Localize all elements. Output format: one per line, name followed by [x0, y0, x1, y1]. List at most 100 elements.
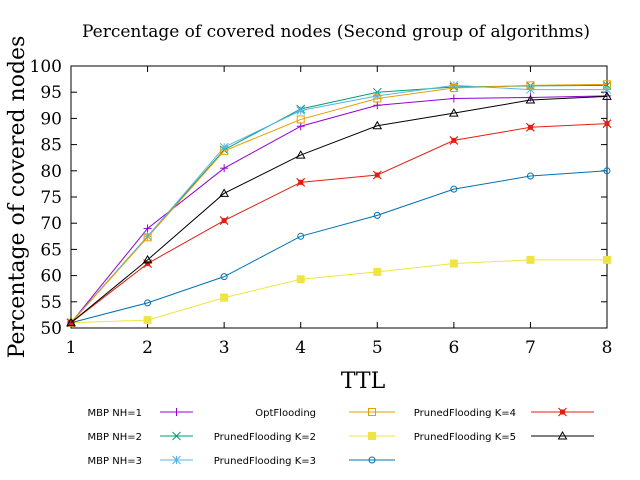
- legend-entry-7-marker: [558, 407, 567, 417]
- series-5-point-3: [220, 293, 229, 302]
- series-4-point-8: [603, 80, 611, 89]
- x-tick-label-6: 6: [448, 338, 459, 358]
- legend-entry-8-marker: [557, 430, 568, 440]
- series-7-point-8: [602, 119, 612, 129]
- series-4-point-4-shape: [296, 115, 305, 124]
- x-tick-label-8: 8: [602, 338, 613, 358]
- legend-entry-4-marker-shape: [368, 408, 376, 416]
- y-tick-label-70: 70: [40, 214, 62, 234]
- series-8-point-8-shape: [602, 91, 612, 100]
- series-5-point-2-shape: [143, 316, 152, 325]
- series-6-point-5: [373, 211, 381, 219]
- series-6-point-6: [450, 185, 458, 193]
- series-5-point-8: [603, 255, 611, 264]
- legend-entry-6-label: PrunedFlooding K=3: [214, 456, 316, 467]
- series-8-point-1-shape: [66, 317, 76, 327]
- series-7-point-7: [526, 122, 535, 132]
- series-8-point-4: [295, 150, 306, 159]
- y-tick-label-65: 65: [40, 240, 62, 260]
- series-8-point-6-shape: [448, 108, 459, 117]
- legend-entry-4-label: OptFlooding: [255, 408, 316, 419]
- legend-entry-3-marker-d2: [172, 455, 181, 465]
- plot-frame: [70, 65, 608, 329]
- legend-entry-3-label: MBP NH=3: [88, 456, 142, 467]
- series-3-point-4: [296, 106, 306, 115]
- series-8-point-5-shape: [372, 120, 383, 130]
- series-4-line: [70, 83, 608, 324]
- series-7-point-3-d2: [219, 216, 229, 226]
- series-8-point-7-shape: [525, 95, 536, 104]
- series-8-point-3: [219, 188, 230, 197]
- legend-entry-5: PrunedFlooding K=2: [214, 432, 395, 443]
- series-1-point-5: [373, 101, 382, 110]
- series-7-point-8-d2: [602, 119, 612, 129]
- series-4-point-7-shape: [526, 81, 535, 90]
- legend-entry-2: MBP NH=2: [88, 431, 193, 443]
- series-6-point-8-shape: [603, 167, 611, 175]
- series-1-point-2: [143, 224, 152, 233]
- series-6-point-3: [220, 273, 228, 281]
- series-7-point-4: [296, 177, 306, 187]
- series-6-point-6-shape: [450, 185, 458, 193]
- x-axis-label: TTL: [341, 369, 386, 394]
- y-tick-label-85: 85: [40, 136, 62, 156]
- series-5-point-3-shape: [220, 293, 229, 302]
- y-tick-label-50: 50: [40, 319, 62, 339]
- series-5-point-7: [526, 255, 535, 264]
- series-3-line: [70, 84, 607, 324]
- series-7-point-5-d2: [372, 170, 382, 180]
- series-6-point-7: [526, 172, 534, 180]
- legend-entry-6-marker-shape: [368, 456, 376, 464]
- legend-entry-6: PrunedFlooding K=3: [214, 456, 395, 467]
- series-5-line: [70, 259, 607, 324]
- series-5-point-5-shape: [373, 267, 382, 276]
- series-8-point-7: [525, 95, 536, 104]
- x-tick-label-5: 5: [372, 338, 383, 358]
- series-6-point-4: [297, 232, 305, 240]
- series-3-point-5-d2: [372, 91, 382, 101]
- legend-entry-7: PrunedFlooding K=4: [414, 407, 594, 419]
- series-7-point-6-d2: [449, 135, 459, 145]
- y-tick-label-95: 95: [40, 83, 62, 103]
- legend-entry-5-marker: [368, 432, 376, 440]
- series-8-point-2-shape: [142, 254, 153, 264]
- series-1-point-6: [449, 94, 458, 103]
- series-4-point-7: [526, 81, 535, 90]
- y-tick-label-80: 80: [40, 162, 62, 182]
- series-8-point-1: [66, 317, 76, 327]
- series-3-point-8: [602, 85, 612, 94]
- x-tick-label-4: 4: [295, 338, 306, 358]
- series-6-line: [70, 170, 608, 324]
- legend-entry-4-marker: [368, 408, 376, 416]
- chart-title: Percentage of covered nodes (Second grou…: [82, 22, 590, 42]
- series-5-point-6-shape: [449, 259, 458, 268]
- series-4-point-5-shape: [373, 94, 382, 103]
- x-tick-label-1: 1: [66, 338, 77, 358]
- legend-entry-5-label: PrunedFlooding K=2: [214, 432, 316, 443]
- series-8-point-4-shape: [295, 150, 306, 159]
- series-1-line: [70, 95, 608, 324]
- legend-entry-7-label: PrunedFlooding K=4: [414, 408, 516, 419]
- series-4-point-3: [220, 146, 229, 155]
- legend-entry-1-label: MBP NH=1: [88, 408, 142, 419]
- legend-entry-6-marker: [368, 456, 376, 464]
- series-6-point-2-shape: [144, 299, 152, 307]
- series-5-point-6: [449, 259, 458, 268]
- series-8-point-2: [142, 254, 153, 264]
- legend-entry-4: OptFlooding: [255, 408, 395, 419]
- series-7-point-4-d2: [296, 177, 306, 187]
- series-6-point-5-shape: [373, 211, 381, 219]
- series-6-point-4-shape: [297, 232, 305, 240]
- series-5-point-8-shape: [603, 255, 611, 264]
- legend-entry-8: PrunedFlooding K=5: [414, 430, 594, 443]
- series-5-point-4: [296, 275, 305, 284]
- series-2-line: [70, 84, 608, 324]
- legend-entry-3: MBP NH=3: [88, 455, 193, 467]
- series-3-point-7: [526, 85, 535, 94]
- series-5-point-5: [373, 267, 382, 276]
- series-4-point-4: [296, 115, 305, 124]
- x-tick-label-3: 3: [219, 338, 230, 358]
- series-4-point-6-shape: [449, 84, 458, 93]
- series-8-line: [70, 95, 608, 324]
- series-1-point-4: [296, 122, 305, 131]
